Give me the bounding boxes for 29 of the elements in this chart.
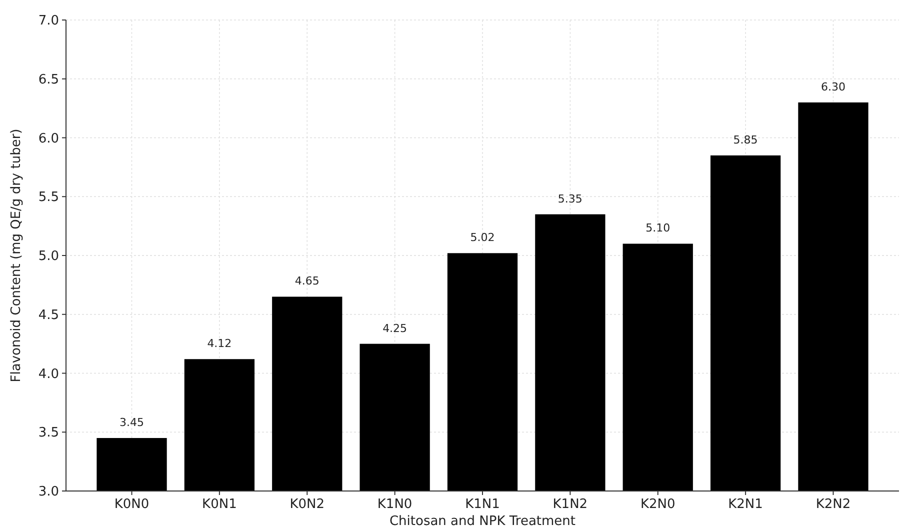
data-label: 5.10: [646, 222, 670, 235]
y-tick-label: 4.5: [38, 308, 59, 323]
data-label: 4.25: [382, 322, 408, 335]
y-tick-label: 5.5: [38, 190, 59, 206]
x-tick-label: K1N2: [552, 497, 588, 512]
y-tick-label: 6.0: [38, 131, 59, 146]
x-tick-label: K2N2: [816, 497, 851, 512]
x-tick-label: K2N1: [728, 497, 763, 512]
x-tick-label: K1N0: [377, 497, 412, 512]
x-tick-label: K2N0: [640, 497, 676, 512]
data-label: 6.30: [820, 80, 846, 94]
x-tick-label: K0N2: [290, 497, 325, 512]
data-label: 5.85: [733, 133, 758, 146]
x-tick-label: K0N1: [202, 497, 237, 512]
y-tick-label: 3.5: [38, 426, 59, 441]
x-axis-title: Chitosan and NPK Treatment: [389, 514, 576, 528]
y-tick-label: 7.0: [38, 14, 59, 29]
data-label: 4.12: [207, 337, 232, 350]
x-tick-label: K1N1: [465, 497, 500, 512]
data-label: 4.65: [294, 274, 320, 288]
x-tick-label: K0N0: [114, 497, 150, 512]
y-tick-label: 5.0: [38, 249, 59, 264]
data-label: 3.45: [120, 416, 144, 430]
data-label: 5.02: [470, 231, 495, 244]
y-tick-label: 4.0: [38, 366, 59, 382]
y-tick-label: 3.0: [38, 484, 59, 500]
y-axis-title: Flavonoid Content (mg QE/g dry tuber): [9, 128, 24, 382]
y-tick-label: 6.5: [38, 72, 59, 88]
data-label: 5.35: [558, 192, 582, 206]
